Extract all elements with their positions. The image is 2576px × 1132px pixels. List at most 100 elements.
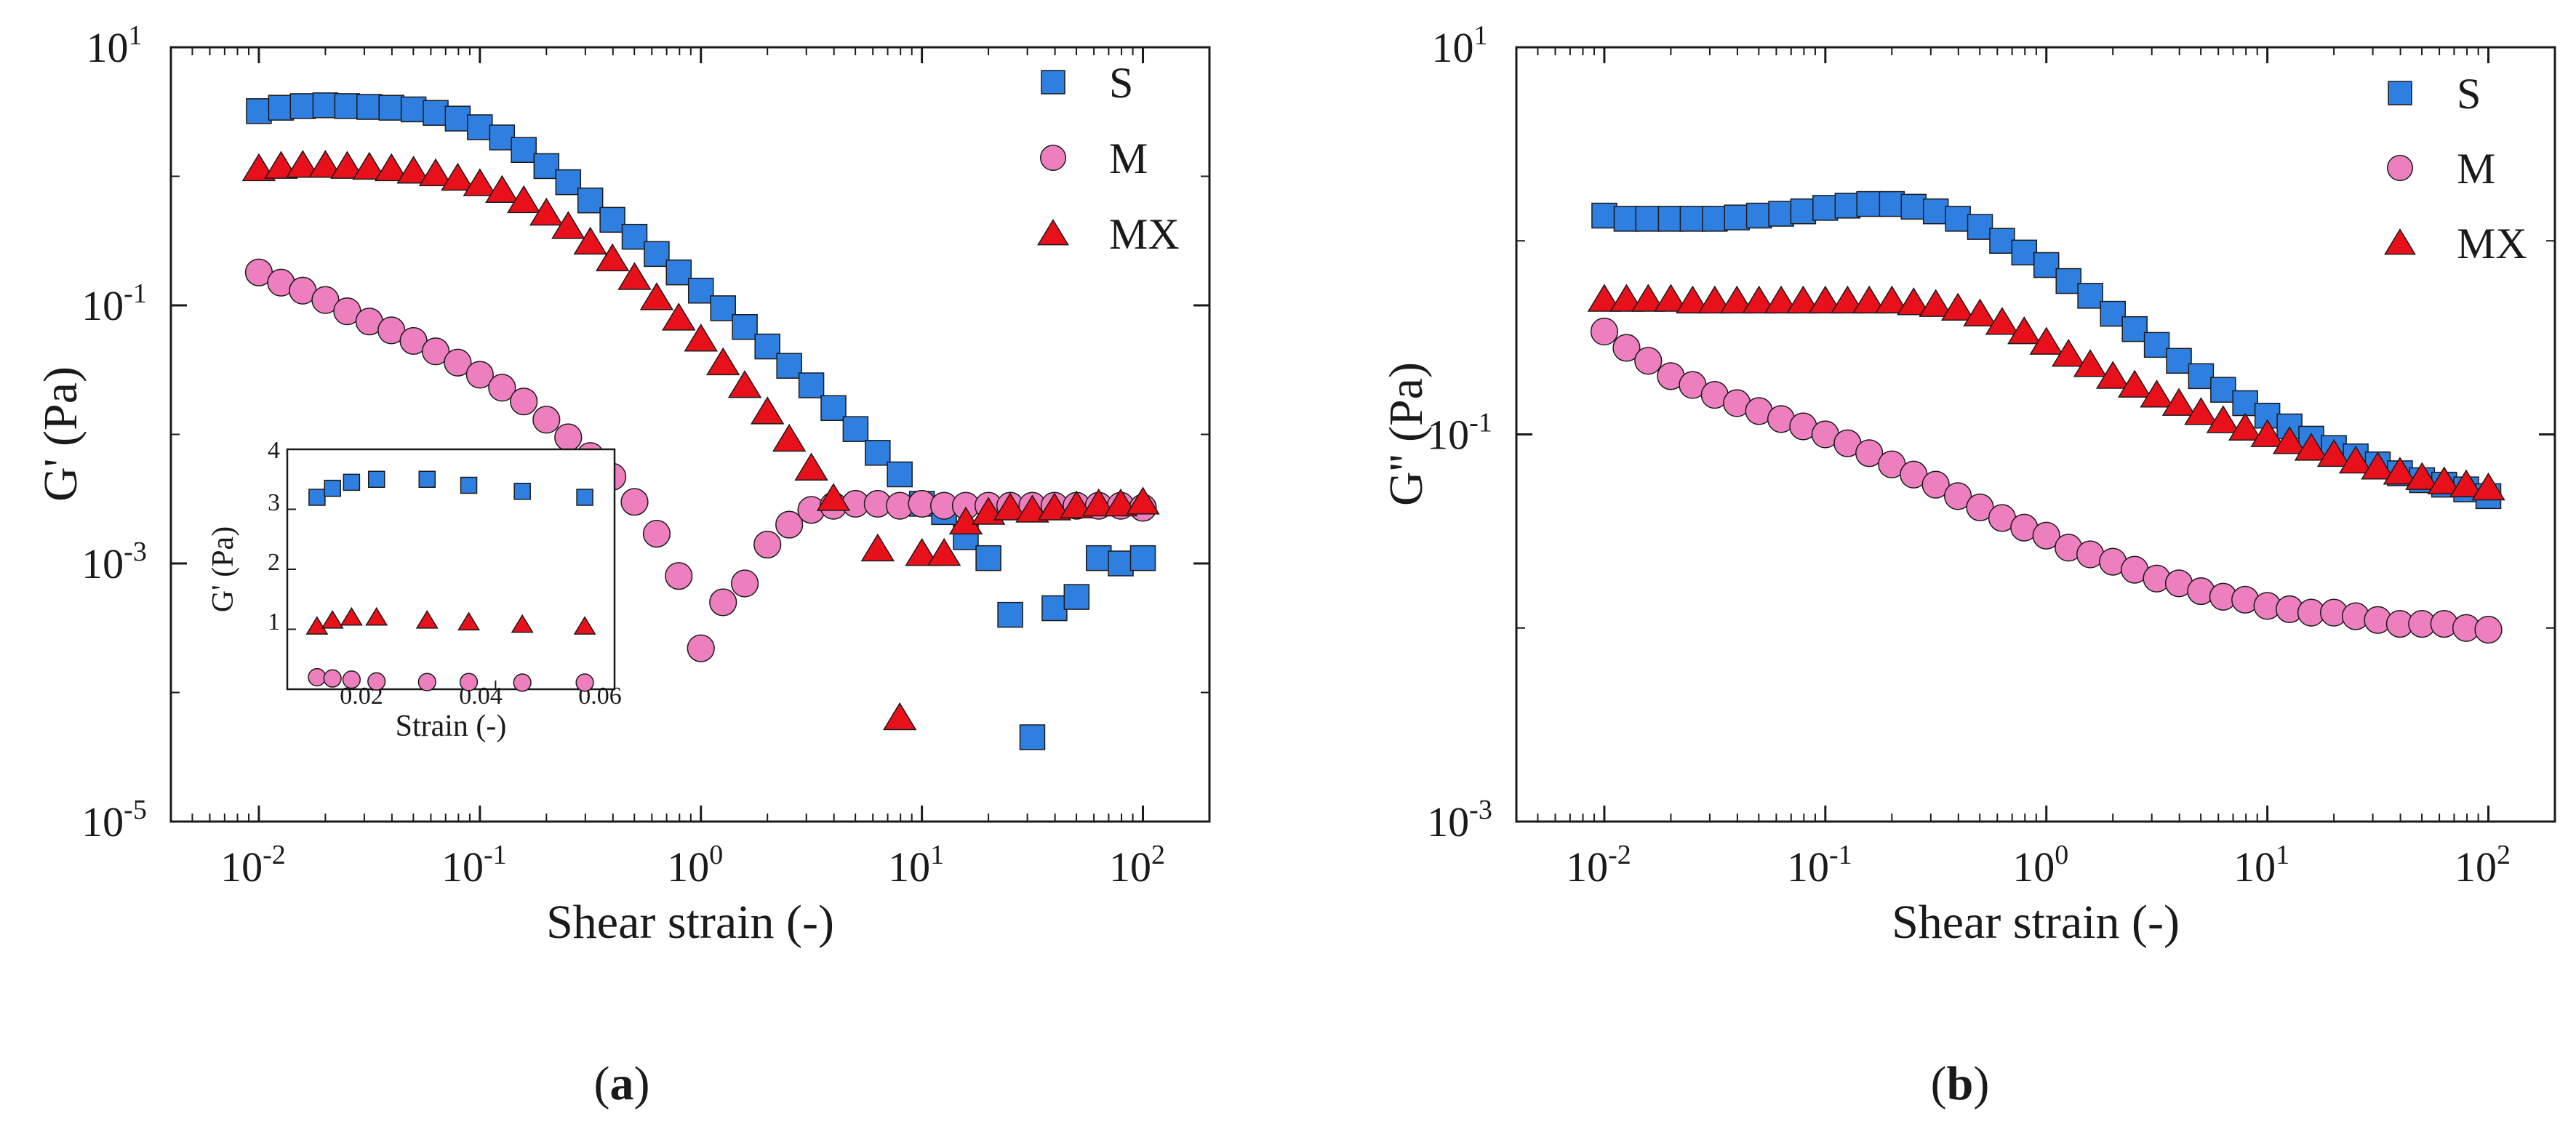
data-point-mx — [860, 533, 895, 562]
data-point-m — [532, 406, 561, 434]
x-tick-label: 101 — [888, 840, 944, 891]
panel-a-legend-label-mx: MX — [1109, 210, 1180, 258]
data-point-mx — [2007, 316, 2041, 345]
data-point-s — [1967, 214, 1993, 240]
inset-y-axis-label: G' (Pa) — [207, 526, 240, 612]
data-point-s — [2121, 316, 2148, 342]
x-tick-label: 100 — [667, 840, 723, 891]
data-point-mx — [506, 185, 541, 214]
data-point-mx — [684, 324, 718, 352]
data-point-s — [334, 93, 361, 119]
data-point-mx — [1676, 285, 1710, 314]
data-point-s — [1657, 206, 1684, 232]
data-point-mx — [882, 702, 917, 731]
inset-y-tick-label: 1 — [268, 609, 280, 635]
data-point-s — [2143, 332, 2170, 358]
inset-data-point-mx — [321, 610, 344, 629]
panel-a-caption: (a) — [594, 1057, 650, 1110]
data-point-mx — [308, 150, 343, 178]
data-point-s — [1108, 550, 1134, 577]
data-point-mx — [1126, 486, 1160, 515]
data-point-s — [621, 223, 648, 250]
data-point-mx — [2117, 369, 2152, 398]
data-point-mx — [2184, 397, 2218, 425]
y-tick-label: 101 — [87, 20, 143, 71]
data-point-s — [2077, 283, 2103, 309]
data-point-m — [1612, 334, 1641, 362]
data-point-s — [2100, 300, 2126, 327]
data-point-mx — [794, 452, 828, 481]
data-point-s — [1085, 545, 1112, 571]
data-point-mx — [1985, 307, 2020, 335]
data-point-s — [2055, 268, 2081, 294]
panel-b: 10-2 10-1 100 101 102 10-3 10-1 101 S M MX Shea… — [1380, 20, 2556, 1110]
data-point-s — [776, 353, 802, 379]
data-point-mx — [1919, 289, 1953, 317]
data-point-s — [1019, 724, 1046, 750]
data-point-mx — [2316, 438, 2351, 467]
inset-data-point-s — [324, 479, 341, 497]
y-tick-label: 10-1 — [1427, 408, 1492, 459]
data-point-mx — [286, 150, 320, 178]
data-point-s — [356, 94, 383, 120]
data-point-m — [510, 388, 538, 416]
data-point-mx — [1609, 284, 1644, 312]
data-point-s — [798, 372, 825, 398]
legend-marker-m — [2386, 154, 2414, 182]
data-point-mx — [1764, 285, 1799, 314]
panel-b-caption: (b) — [1931, 1057, 1990, 1110]
data-point-m — [2032, 521, 2060, 550]
inset-data-point-m — [417, 673, 436, 691]
y-tick-label: 10-5 — [81, 795, 147, 846]
x-tick-label: 102 — [2455, 840, 2511, 891]
data-point-mx — [1587, 284, 1622, 312]
data-point-mx — [1808, 285, 1843, 314]
inset-data-point-m — [575, 673, 594, 692]
legend-marker-m — [1039, 144, 1067, 172]
panel-b-data-points — [1587, 190, 2505, 644]
x-tick-label: 100 — [2012, 840, 2068, 891]
x-tick-label: 102 — [1109, 840, 1165, 891]
data-point-m — [311, 286, 340, 314]
data-point-s — [710, 295, 736, 321]
data-point-mx — [1720, 285, 1754, 314]
data-point-mx — [993, 492, 1028, 521]
data-point-mx — [905, 537, 939, 566]
y-tick-label: 101 — [1432, 20, 1488, 71]
panel-a-tick-labels: 10-2 10-1 100 101 102 10-5 10-3 10-1 101 — [81, 20, 1165, 891]
data-point-mx — [2161, 388, 2196, 416]
data-point-s — [1635, 206, 1662, 232]
data-point-mx — [375, 153, 409, 182]
data-point-s — [2188, 363, 2215, 390]
inset-data-point-m — [459, 673, 479, 691]
data-point-mx — [1831, 285, 1865, 314]
data-point-s — [665, 259, 692, 286]
panel-b-tick-labels: 10-2 10-1 100 101 102 10-3 10-1 101 — [1427, 20, 2511, 891]
legend-marker-mx — [1037, 219, 1069, 246]
panel-b-legend: S M MX — [2384, 70, 2527, 268]
inset-data-point-s — [513, 483, 531, 500]
inset-y-tick-label: 3 — [268, 489, 280, 516]
panel-a-x-axis-label: Shear strain (-) — [546, 896, 834, 949]
data-point-mx — [418, 158, 453, 187]
data-point-mx — [1103, 488, 1138, 517]
data-point-s — [1702, 206, 1728, 232]
panel-b-legend-label-m: M — [2457, 145, 2495, 193]
data-point-s — [2232, 390, 2258, 417]
x-tick-label: 10-1 — [441, 840, 507, 891]
data-point-m — [1944, 482, 1972, 510]
data-point-mx — [573, 226, 607, 255]
legend-marker-mx — [2384, 228, 2416, 255]
data-point-s — [1041, 595, 1068, 622]
panel-b-legend-label-mx: MX — [2457, 220, 2527, 268]
data-point-s — [732, 313, 758, 340]
data-point-s — [754, 333, 780, 360]
data-point-s — [2166, 348, 2192, 374]
data-point-mx — [750, 396, 785, 425]
data-point-m — [665, 562, 693, 590]
data-point-mx — [1875, 285, 1909, 314]
inset-data-point-m — [513, 673, 532, 692]
data-point-s — [2033, 252, 2060, 278]
